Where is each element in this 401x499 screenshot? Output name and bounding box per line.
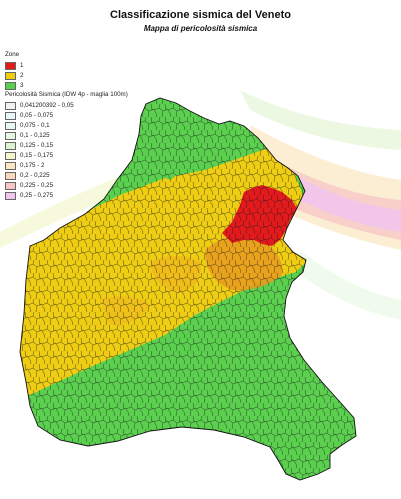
legend-label: 0,225 - 0,25 <box>20 181 54 189</box>
hazard-bands <box>0 90 401 320</box>
legend-swatch <box>5 182 16 190</box>
legend-hazard-class: 0,2 - 0,225 <box>5 172 128 180</box>
legend-swatch <box>5 82 16 90</box>
legend-hazard-class: 0,25 - 0,275 <box>5 192 128 200</box>
legend-label: 3 <box>20 81 24 89</box>
legend-label: 0,125 - 0,15 <box>20 141 54 149</box>
legend-swatch <box>5 122 16 130</box>
legend-label: 0,2 - 0,225 <box>20 171 50 179</box>
legend-hazard-heading: Pericolosità Sismica (IDW 4p - maglia 10… <box>5 91 128 98</box>
legend-swatch <box>5 112 16 120</box>
legend-label: 0,05 - 0,075 <box>20 111 54 119</box>
legend-swatch <box>5 72 16 80</box>
legend-hazard-class: 0,05 - 0,075 <box>5 112 128 120</box>
legend-hazard-class: 0,1 - 0,125 <box>5 132 128 140</box>
legend-hazard-class: 0,225 - 0,25 <box>5 182 128 190</box>
legend-hazard-class: 0,075 - 0,1 <box>5 122 128 130</box>
legend-swatch <box>5 62 16 70</box>
legend-label: 0,25 - 0,275 <box>20 191 54 199</box>
map-legend: Zone 1 2 3 Pericolosità Sismica (IDW 4p … <box>5 51 128 202</box>
legend-swatch <box>5 152 16 160</box>
region-outline <box>19 97 357 481</box>
legend-hazard-class: 0,15 - 0,175 <box>5 152 128 160</box>
legend-swatch <box>5 102 16 110</box>
legend-swatch <box>5 142 16 150</box>
legend-label: 2 <box>20 71 24 79</box>
legend-label: 0,1 - 0,125 <box>20 131 50 139</box>
legend-swatch <box>5 192 16 200</box>
legend-swatch <box>5 132 16 140</box>
legend-zone-2: 2 <box>5 72 128 80</box>
map-subtitle: Mappa di pericolosità sismica <box>143 24 258 33</box>
legend-zone-heading: Zone <box>5 51 20 58</box>
legend-label: 0,175 - 2 <box>20 161 45 169</box>
legend-swatch <box>5 172 16 180</box>
legend-hazard-class: 0,125 - 0,15 <box>5 142 128 150</box>
legend-zone-1: 1 <box>5 62 128 70</box>
legend-zone-3: 3 <box>5 82 128 90</box>
legend-label: 0,041200392 - 0,05 <box>20 101 74 109</box>
legend-label: 1 <box>20 61 24 69</box>
legend-hazard-class: 0,175 - 2 <box>5 162 128 170</box>
map-title: Classificazione sismica del Veneto <box>110 9 291 21</box>
legend-hazard-class: 0,041200392 - 0,05 <box>5 102 128 110</box>
legend-label: 0,15 - 0,175 <box>20 151 54 159</box>
legend-label: 0,075 - 0,1 <box>20 121 50 129</box>
legend-swatch <box>5 162 16 170</box>
